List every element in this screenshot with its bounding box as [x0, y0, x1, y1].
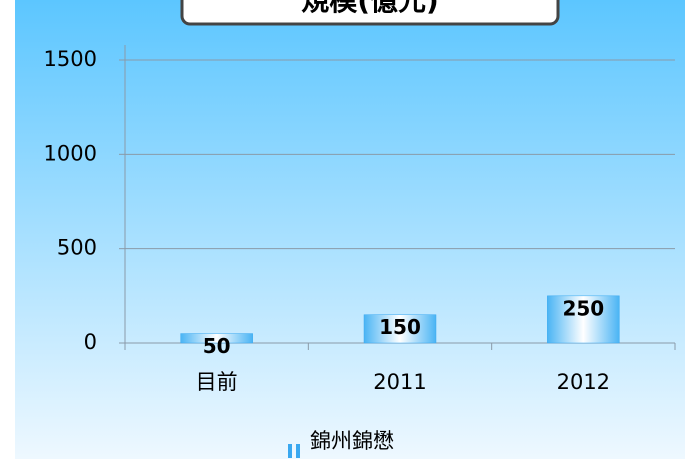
- y-tick-label: 0: [84, 330, 97, 354]
- x-tick-label: 2012: [557, 370, 610, 394]
- data-label: 150: [379, 315, 421, 339]
- bar: [180, 333, 253, 344]
- legend-swatch: [288, 444, 292, 458]
- y-tick-label: 500: [57, 236, 97, 260]
- data-label: 250: [562, 296, 604, 320]
- legend-swatch: [296, 444, 300, 458]
- chart-title: 規模(億元): [301, 0, 439, 17]
- data-label: 50: [203, 334, 231, 358]
- bar: [363, 314, 437, 344]
- x-tick-label: 2011: [373, 370, 426, 394]
- background: [15, 0, 685, 459]
- x-tick-label: 目前: [196, 370, 238, 394]
- title-box: [180, 0, 560, 26]
- y-tick-label: 1000: [44, 141, 97, 165]
- legend-label: 錦州錦懋: [310, 429, 394, 453]
- bar: [547, 295, 620, 344]
- y-tick-label: 1500: [44, 47, 97, 71]
